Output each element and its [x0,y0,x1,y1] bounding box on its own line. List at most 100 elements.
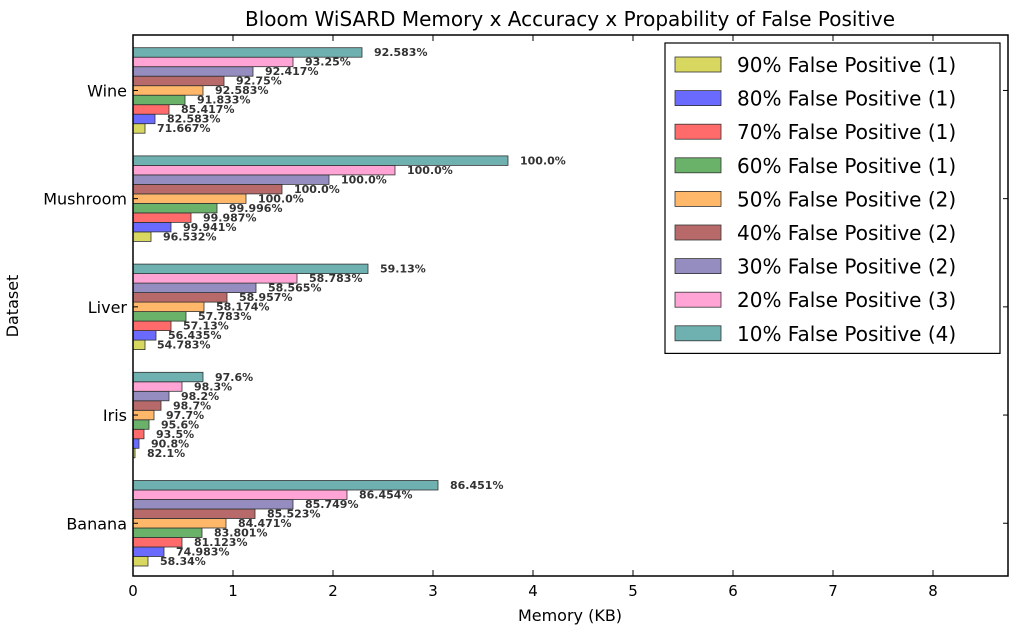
bar [132,113,156,125]
data-label: 99.987% [203,211,256,224]
x-tick-label: 3 [428,582,438,600]
x-tick-label: 7 [828,582,838,600]
bar [132,518,227,529]
bar [132,537,183,548]
data-label: 85.523% [267,508,320,521]
data-label: 86.451% [450,479,503,492]
data-label: 58.174% [216,301,269,314]
legend-entry: 90% False Positive (1) [737,53,956,77]
data-label: 95.6% [161,418,199,431]
data-label: 90.8% [151,437,189,450]
bar [132,419,150,430]
x-tick-label: 4 [528,582,538,600]
category-label: Wine [87,81,127,100]
data-label: 97.6% [215,371,253,384]
legend-swatch [674,157,722,174]
bar [132,164,396,176]
bar [132,193,247,204]
data-label: 98.7% [173,399,211,412]
data-label: 100.0% [294,183,340,196]
legend-swatch [674,258,722,275]
bar [132,292,228,303]
data-label: 92.417% [265,65,318,78]
data-label: 93.25% [305,56,351,69]
x-tick-label: 8 [928,582,938,600]
data-label: 74.983% [176,546,229,559]
data-label: 84.471% [238,517,291,530]
y-axis-label: Dataset [3,275,22,338]
x-tick-label: 6 [728,582,738,600]
x-tick-label: 0 [128,582,138,600]
legend-swatch [674,90,722,106]
bar [132,428,145,440]
bar [132,400,162,411]
x-tick-label: 1 [228,582,238,600]
data-label: 99.941% [183,221,236,234]
bar [132,66,254,77]
legend-entry: 30% False Positive (2) [737,255,956,279]
legend-entry: 40% False Positive (2) [737,221,956,245]
data-label: 92.583% [374,46,427,59]
legend-swatch [674,123,722,140]
x-tick-label: 5 [628,582,638,600]
legend-entry: 50% False Positive (2) [737,187,956,211]
data-label: 98.3% [194,380,232,393]
bar [132,489,348,500]
bar [132,330,157,341]
bar [132,75,225,87]
data-label: 86.454% [359,489,412,502]
data-label: 85.749% [305,498,358,511]
bar [132,94,186,106]
bar [132,527,203,538]
data-label: 54.783% [157,339,210,352]
data-label: 82.583% [167,113,220,126]
bar [132,311,187,322]
bar [132,56,294,68]
bar [132,85,204,96]
data-label: 100.0% [520,154,566,167]
legend-entry: 20% False Positive (3) [737,288,956,312]
legend-swatch [674,224,722,241]
bar [132,183,283,195]
bar [132,480,439,491]
bar [132,339,146,351]
plot-frame [132,34,1009,577]
data-label: 91.833% [197,94,250,107]
axes-layer: Banana Iris Liver Mushroom Wine 0 1 2 3 4 5 6 7 8 [43,34,1009,600]
legend-swatch [674,56,722,73]
data-label: 85.417% [181,103,234,116]
legend-entry: 60% False Positive (1) [737,154,956,178]
data-label: 100.0% [407,164,453,177]
bar [132,546,165,557]
bar [132,438,140,449]
bar [132,174,330,185]
chart-title: Bloom WiSARD Memory x Accuracy x Propabi… [245,7,895,31]
bar [132,212,192,223]
x-axis-label: Memory (KB) [518,606,622,625]
data-label: 100.0% [258,192,304,205]
data-label: 100.0% [341,173,387,186]
data-label: 58.783% [309,272,362,285]
data-label: 71.667% [157,122,210,135]
bar [132,231,152,242]
legend: 90% False Positive (1) 80% False Positive… [664,42,1001,354]
category-label: Iris [103,406,127,425]
legend-swatch [674,325,722,342]
bar [132,508,256,519]
category-label: Mushroom [43,190,127,209]
data-label: 92.583% [215,84,268,97]
data-label: 59.13% [380,263,426,276]
data-label: 57.13% [183,320,229,333]
bar [132,320,172,332]
bar [132,282,257,294]
data-label: 82.1% [147,447,185,460]
bar [132,155,509,166]
data-label: 56.435% [168,329,221,342]
legend-swatch [674,291,722,308]
bar [132,104,170,115]
data-label: 58.565% [268,282,321,295]
bar [132,221,172,233]
legend-entry: 10% False Positive (4) [737,322,956,346]
bars-layer: 58.34%74.983%81.123%83.801%84.471%85.523… [132,46,566,568]
